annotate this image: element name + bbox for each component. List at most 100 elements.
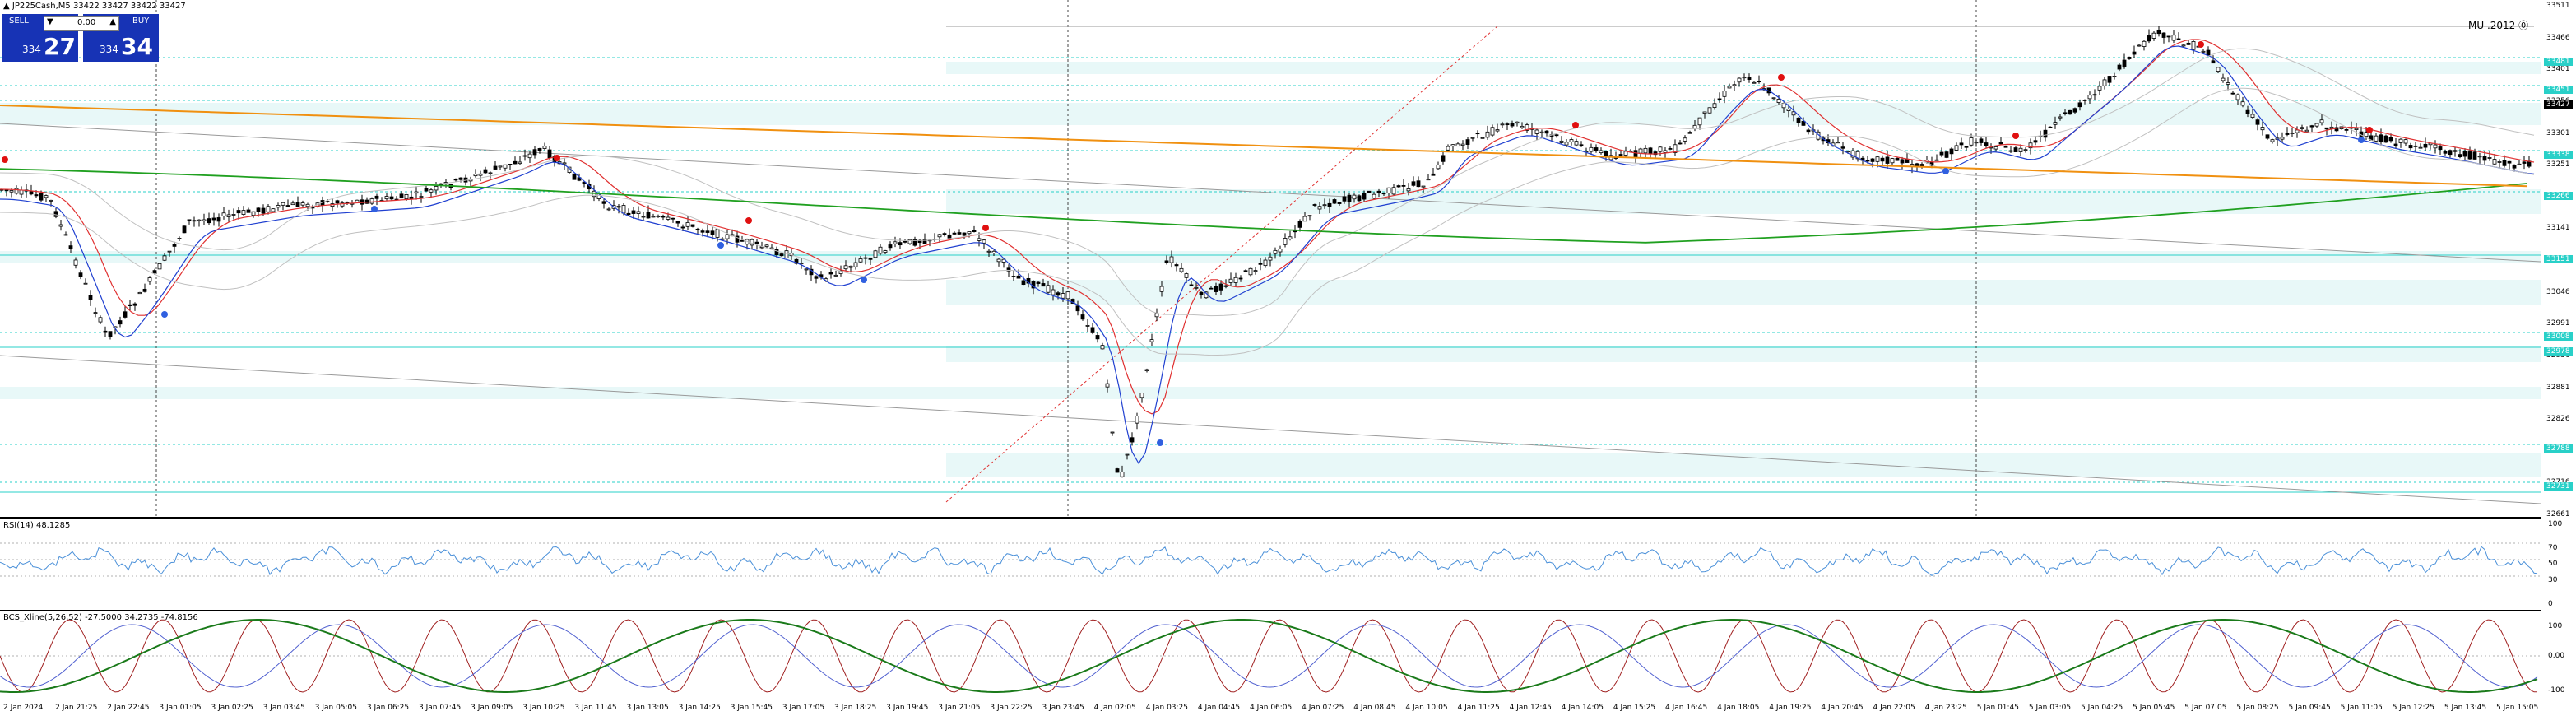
lot-size-input[interactable]: ▼ 0.00 ▲ <box>44 16 119 31</box>
candle-body <box>1643 147 1648 154</box>
lot-decrease-icon[interactable]: ▼ <box>47 17 53 26</box>
candle-body <box>577 177 582 181</box>
candle-body <box>49 199 53 202</box>
support-resistance-zone <box>946 189 2541 214</box>
candle-body <box>1095 335 1100 340</box>
rsi-axis-label: 0 <box>2548 600 2553 608</box>
candle-body <box>2482 156 2487 161</box>
candle-body <box>419 196 424 198</box>
level-price-tag: 33008 <box>2544 332 2573 341</box>
candle-body <box>2364 132 2369 137</box>
candle-body <box>1993 146 1998 150</box>
candle-body <box>1668 148 1673 150</box>
candle-body <box>2186 42 2191 45</box>
candle-body <box>231 214 236 216</box>
candle-body <box>123 311 128 318</box>
rsi-chart[interactable] <box>0 519 2541 610</box>
candle-body <box>2507 160 2512 164</box>
candle-body <box>285 205 290 207</box>
candle-body <box>1969 137 1974 146</box>
candle-body <box>167 250 172 253</box>
candle-body <box>1717 98 1722 100</box>
candle-body <box>1752 81 1757 84</box>
candle-body <box>1401 185 1406 187</box>
candle-body <box>537 148 542 151</box>
candle-body <box>1036 281 1041 284</box>
candle-body <box>374 195 379 199</box>
candle-body <box>1559 140 1564 143</box>
candle-body <box>1263 259 1268 267</box>
candle-body <box>2240 101 2245 106</box>
time-axis-label: 3 Jan 23:45 <box>1042 704 1084 712</box>
candle-body <box>991 250 996 253</box>
candle-body <box>1337 202 1342 204</box>
candle-body <box>601 201 606 204</box>
candle-body <box>2151 32 2156 39</box>
candle-body <box>1135 416 1139 424</box>
candle-body <box>873 250 878 258</box>
candle-body <box>1949 148 1954 155</box>
candle-body <box>2522 161 2527 164</box>
candle-body <box>2245 109 2250 114</box>
candle-body <box>1786 109 1791 111</box>
moving-average-orange <box>0 105 2528 188</box>
candle-body <box>700 230 705 233</box>
oscillator-axis-label: 0.00 <box>2548 652 2565 660</box>
candle-body <box>281 202 285 206</box>
candle-body <box>912 239 917 246</box>
candle-body <box>1194 286 1199 289</box>
candle-body <box>305 203 310 207</box>
candle-body <box>986 250 991 253</box>
time-axis-label: 4 Jan 07:25 <box>1302 704 1344 712</box>
lot-increase-icon[interactable]: ▲ <box>109 17 116 26</box>
candle-body <box>2379 134 2383 143</box>
candle-body <box>1164 260 1169 263</box>
price-chart[interactable] <box>0 0 2541 517</box>
candle-body <box>1228 278 1233 283</box>
candle-body <box>2206 49 2211 56</box>
candle-body <box>2260 127 2265 131</box>
candle-body <box>626 212 631 216</box>
candle-body <box>2058 116 2063 119</box>
candle-body <box>2408 145 2413 149</box>
signal-dot <box>1157 439 1163 446</box>
oscillator-chart[interactable] <box>0 611 2541 700</box>
candle-body <box>1406 188 1411 192</box>
candle-body <box>898 242 903 246</box>
time-axis-label: 4 Jan 14:05 <box>1561 704 1604 712</box>
candle-body <box>2314 123 2319 127</box>
bollinger-upper <box>0 48 2535 317</box>
candle-body <box>355 199 360 202</box>
candle-body <box>2462 151 2467 157</box>
candle-body <box>1890 158 1895 164</box>
candle-body <box>2255 119 2260 125</box>
candle-body <box>1446 146 1450 151</box>
candle-body <box>503 164 508 169</box>
candle-body <box>725 234 730 239</box>
candle-body <box>656 216 661 218</box>
candle-body <box>2102 79 2107 86</box>
candle-body <box>690 224 695 227</box>
candle-body <box>2033 140 2038 143</box>
candle-body <box>1589 146 1594 152</box>
candle-body <box>44 195 49 198</box>
candle-body <box>389 196 394 200</box>
oscillator-pane[interactable]: BCS_Xline(5,26,52) -27.5000 34.2735 -74.… <box>0 611 2541 701</box>
candle-body <box>1732 84 1737 86</box>
signal-dot <box>745 217 752 224</box>
candle-body <box>779 253 784 257</box>
candle-body <box>2418 146 2423 149</box>
candle-body <box>1465 139 1470 145</box>
main-chart-pane[interactable]: ▲ JP225Cash,M5 33422 33427 33422 33427 S… <box>0 0 2541 518</box>
candle-body <box>473 174 478 177</box>
candle-body <box>1495 129 1500 132</box>
time-axis[interactable]: 2 Jan 2024 2 Jan 21:25 2 Jan 22:45 3 Jan 01… <box>0 700 2541 716</box>
candle-body <box>962 232 967 236</box>
rsi-pane[interactable]: RSI(14) 48.1285 <box>0 518 2541 611</box>
candle-body <box>493 165 498 170</box>
support-resistance-zone <box>946 280 2541 305</box>
candle-body <box>1840 146 1845 149</box>
candle-body <box>1673 144 1678 153</box>
candle-body <box>641 216 646 218</box>
candle-body <box>271 208 276 212</box>
